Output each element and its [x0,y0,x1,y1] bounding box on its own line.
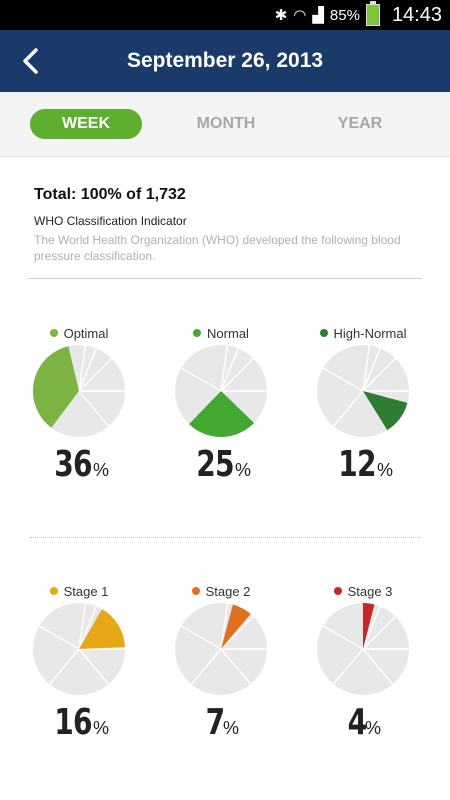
back-arrow-icon[interactable] [16,44,50,78]
percentage-value: 4 [347,702,368,743]
pie [33,345,125,437]
status-bar: ✱ ◠ ▟ 85% 14:43 [0,0,450,30]
percentage-unit: % [365,718,382,738]
pie [175,345,267,437]
pie [33,603,125,695]
battery-icon [365,1,380,26]
percentage-label: 4% [292,702,434,743]
legend-entry: Stage 2 [150,584,292,599]
pie-slice [221,604,251,649]
signal-icon: ▟ [312,7,324,24]
percentage-label: 12% [292,444,434,485]
pie-slice [363,391,408,431]
pie [317,603,409,695]
legend-dot [193,329,202,337]
pie-separator [180,625,222,650]
pie-separator [78,603,87,650]
pie-separator [220,348,239,392]
percentage-label: 16% [8,702,150,743]
summary: Total: 100% of 1,732 WHO Classification … [34,186,426,264]
pie-separator [78,348,97,392]
legend-dot [49,587,58,595]
legend-entry: Stage 3 [292,584,434,599]
app-bar: September 26, 2013 [0,30,450,92]
page-title: September 26, 2013 [126,49,324,72]
percentage-unit: % [377,460,394,480]
legend-entry: Stage 1 [8,584,150,599]
pie-separator [322,367,364,392]
pie-separator [220,603,229,650]
pie-separator [362,606,381,650]
pie-separator [362,348,381,392]
legend-dot [49,329,58,337]
percentage-label: 7% [150,702,292,743]
clock: 14:43 [391,3,442,26]
legend-dot [191,587,200,595]
legend-dot [333,587,342,595]
pie-separator [220,615,255,650]
legend-entry: High-Normal [292,326,434,341]
dotted-divider [30,537,420,538]
tab-year[interactable]: YEAR [337,115,383,132]
who-indicator-label: WHO Classification Indicator [34,214,187,228]
percentage-unit: % [93,718,110,738]
pie-separator [332,390,364,427]
tab-month[interactable]: MONTH [196,115,256,132]
pie-separator [220,357,255,392]
percentage-unit: % [235,460,252,480]
legend-dot [319,329,328,337]
pie-separator [78,648,110,685]
pie [175,603,267,695]
pie-separator [362,345,371,392]
bluetooth-icon: ✱ [274,7,288,24]
pie-slice [33,346,79,428]
tab-week[interactable]: WEEK [30,109,142,139]
percentage-value: 16 [54,702,92,743]
pie-separator [78,606,97,650]
total-text: Total: 100% of 1,732 [34,186,186,203]
legend-label: Stage 1 [63,584,109,599]
who-description: The World Health Organization (WHO) deve… [34,233,401,263]
pie-separator [78,390,110,427]
battery-level: 85% [329,6,360,24]
percentage-value: 36 [54,444,92,485]
pie-separator [220,648,252,685]
percentage-label: 36% [8,444,150,485]
percentage-unit: % [93,460,110,480]
pie-separator [78,357,113,392]
pie-separator [362,615,397,650]
pie-separator [362,648,394,685]
pie-separator [190,648,222,685]
legend-label: Stage 2 [205,584,251,599]
wifi-icon: ◠ [293,7,307,24]
pie-separator [322,625,364,650]
legend-label: Stage 3 [347,584,393,599]
pie-slice [189,391,255,437]
pie-separator [220,345,229,392]
percentage-value: 25 [196,444,234,485]
percentage-value: 7 [205,702,226,743]
divider [28,278,422,279]
pie-separator [332,648,364,685]
pie-separator [38,625,80,650]
pie [317,345,409,437]
pie-separator [362,357,397,392]
pie-separator [78,345,87,392]
legend-label: Normal [207,326,249,341]
legend-label: Optimal [63,326,109,341]
legend-entry: Optimal [8,326,150,341]
percentage-unit: % [223,718,240,738]
percentage-label: 25% [150,444,292,485]
percentage-value: 12 [338,444,376,485]
pie-slice [79,609,125,649]
pie-slice [363,603,375,649]
legend-label: High-Normal [333,326,407,341]
pie-separator [180,367,222,392]
legend-entry: Normal [150,326,292,341]
period-tabs: WEEK MONTH YEAR [0,92,450,157]
pie-separator [48,648,80,685]
